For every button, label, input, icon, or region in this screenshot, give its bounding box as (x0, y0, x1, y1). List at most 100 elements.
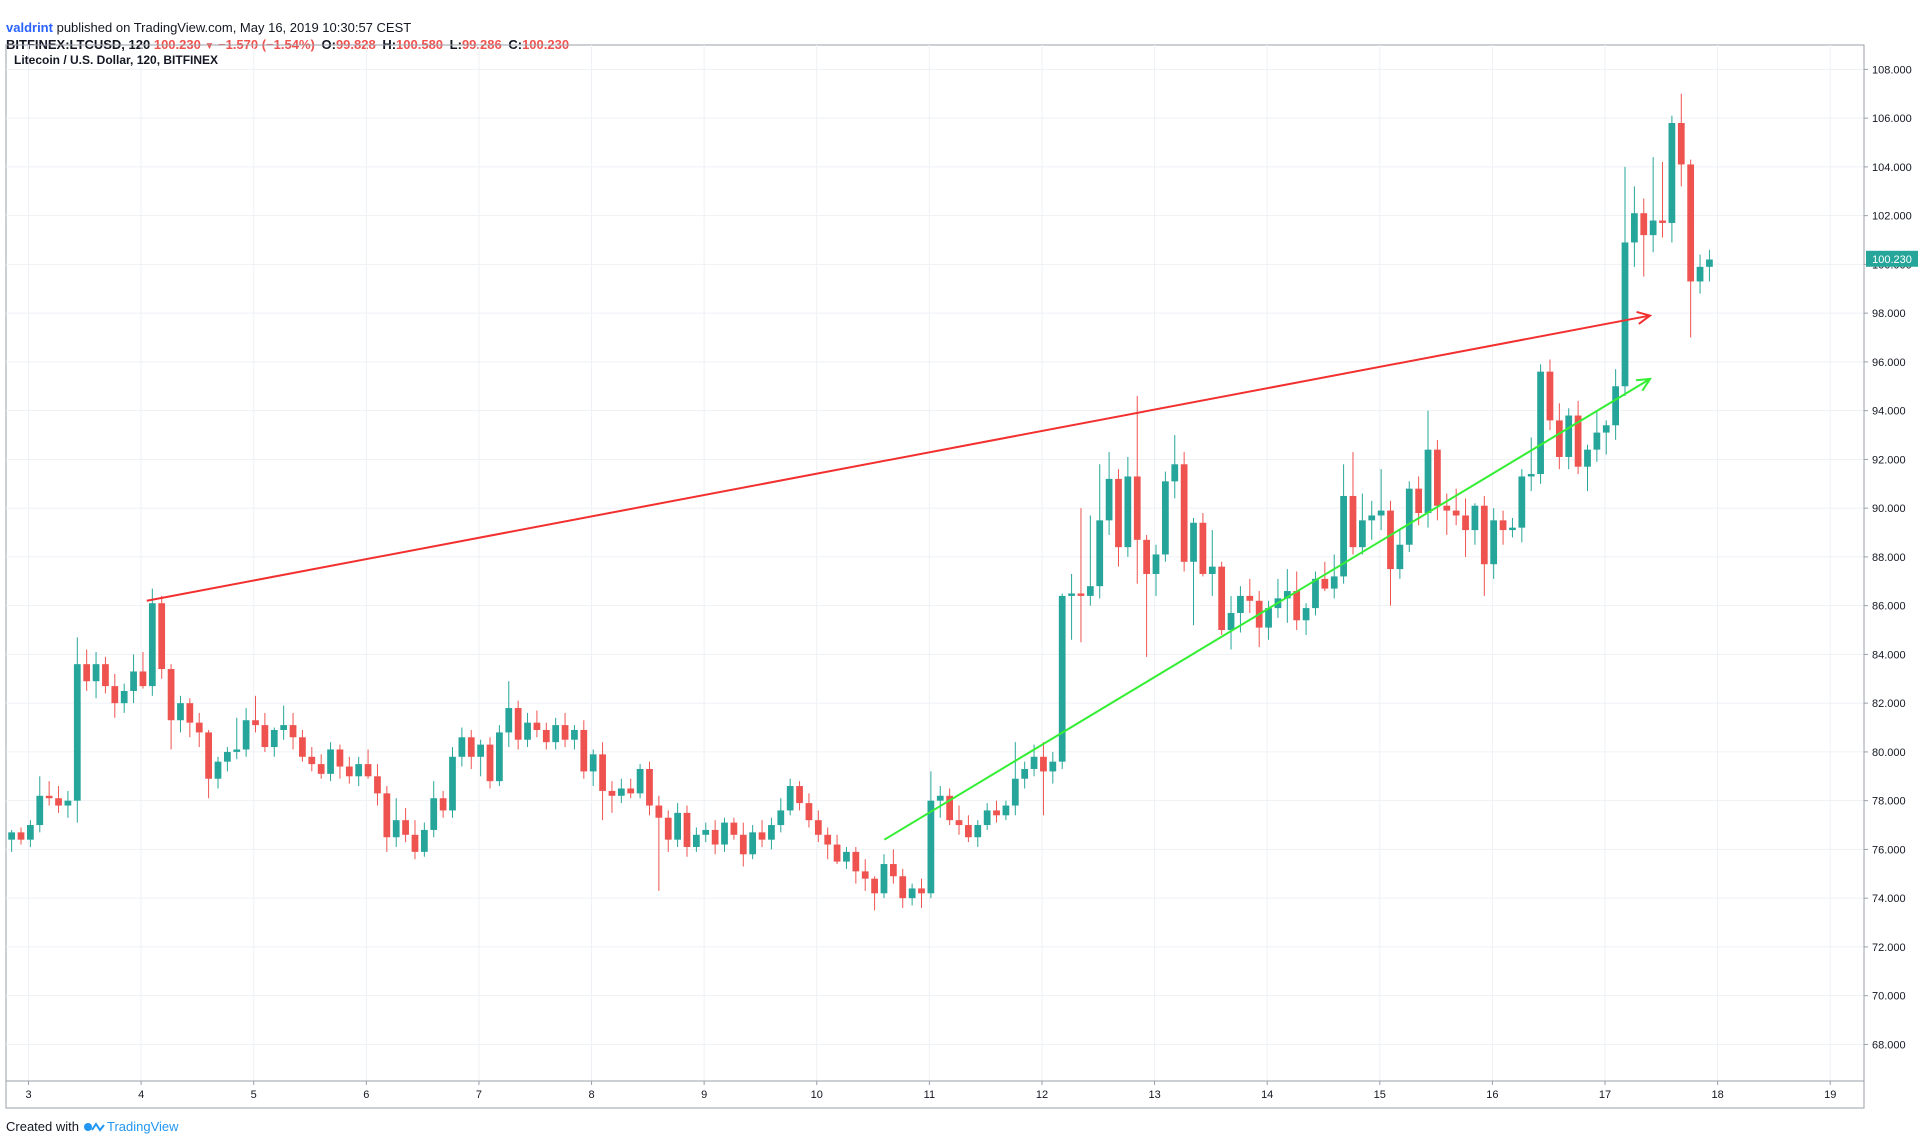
candle-body (1509, 527, 1516, 531)
candle (1077, 508, 1085, 643)
candle-body (317, 764, 325, 774)
candle (871, 876, 878, 911)
candle-body (974, 825, 982, 838)
candle (1602, 420, 1610, 455)
candle (1546, 359, 1554, 431)
candle (918, 878, 925, 908)
candle (430, 781, 438, 838)
candle-body (899, 876, 907, 899)
candle-body (1002, 805, 1010, 816)
candle (1190, 517, 1197, 626)
candle (214, 756, 222, 789)
candle-body (439, 798, 447, 811)
candle-body (683, 812, 691, 847)
support-line[interactable] (883, 377, 1653, 841)
candle-body (420, 829, 428, 852)
candle-body (627, 788, 635, 794)
x-tick-label: 5 (251, 1089, 257, 1101)
candle-body (299, 737, 306, 757)
candle-body (289, 725, 297, 738)
candle (195, 712, 203, 748)
candle (880, 854, 888, 899)
candle (1640, 198, 1648, 277)
candle-body (1490, 520, 1498, 565)
candle-body (1302, 608, 1310, 621)
candle-body (1190, 522, 1197, 562)
candle (1621, 166, 1629, 397)
publisher-name[interactable]: valdrint (6, 20, 53, 35)
candle (617, 778, 625, 804)
time-axis[interactable]: 3 4 5 6 7 8 9 10 11 12 13 14 15 16 17 18 19 (25, 1081, 1836, 1101)
candle (1612, 369, 1620, 440)
candle (83, 649, 91, 691)
candle-body (993, 810, 1000, 816)
x-tick-label: 16 (1486, 1089, 1498, 1101)
x-tick-label: 4 (138, 1089, 144, 1101)
candle (983, 803, 991, 830)
candle-body (758, 832, 766, 840)
candle-body (608, 790, 616, 796)
candle-body (1133, 476, 1141, 540)
candle-body (449, 756, 456, 811)
last-price-label: 100.230 (1872, 254, 1912, 266)
candle (974, 820, 982, 847)
candle (36, 776, 44, 833)
y-tick-label: 106.000 (1872, 113, 1912, 125)
candle-body (1143, 539, 1150, 574)
candle (1312, 571, 1319, 616)
candle (392, 798, 400, 847)
candle (1293, 571, 1301, 631)
candle-body (233, 749, 241, 752)
candle-body (1115, 478, 1122, 548)
footer: Created with TradingView (6, 1119, 179, 1134)
candle (571, 725, 578, 750)
candle-body (1265, 608, 1272, 628)
candle (786, 778, 794, 816)
candle-body (223, 751, 231, 762)
candle-body (17, 832, 25, 840)
candle-body (571, 729, 578, 740)
candle-body (195, 722, 203, 733)
candle-body (561, 725, 569, 740)
candle-body (83, 664, 91, 682)
resistance-line[interactable] (146, 310, 1653, 602)
candle (1124, 456, 1132, 557)
candle-body (1443, 505, 1451, 511)
candle-body (73, 664, 81, 801)
x-tick-label: 13 (1148, 1089, 1160, 1101)
candle-body (1471, 505, 1479, 531)
tradingview-brand[interactable]: TradingView (106, 1119, 179, 1134)
candle-body (1687, 164, 1695, 282)
candle-body (102, 664, 109, 687)
candle-body (861, 871, 869, 879)
candle (242, 708, 250, 757)
candle (111, 673, 119, 718)
candle-body (355, 764, 363, 777)
candle (758, 820, 766, 847)
candle (458, 727, 466, 767)
candle (299, 729, 306, 762)
candle (1358, 493, 1366, 555)
candle-body (1668, 123, 1676, 223)
candle (139, 651, 147, 689)
candle (1302, 603, 1310, 635)
candle (664, 810, 672, 852)
x-tick-label: 10 (811, 1089, 823, 1101)
candle-body (927, 800, 935, 894)
candle (1058, 593, 1066, 769)
candle-body (664, 817, 672, 840)
candle-body (1415, 488, 1423, 514)
x-tick-label: 14 (1261, 1089, 1273, 1101)
candle (1706, 249, 1713, 282)
price-axis[interactable]: 68.000 70.000 72.000 74.000 76.000 78.000 80.0… (1864, 64, 1912, 1051)
candles (8, 93, 1713, 911)
candle (1509, 517, 1516, 538)
candle-body (674, 812, 681, 840)
candle-body (636, 768, 644, 794)
candle-body (1396, 544, 1404, 570)
candle (439, 790, 447, 818)
candle (420, 822, 428, 857)
candle (73, 637, 81, 823)
candle-body (1058, 595, 1066, 762)
